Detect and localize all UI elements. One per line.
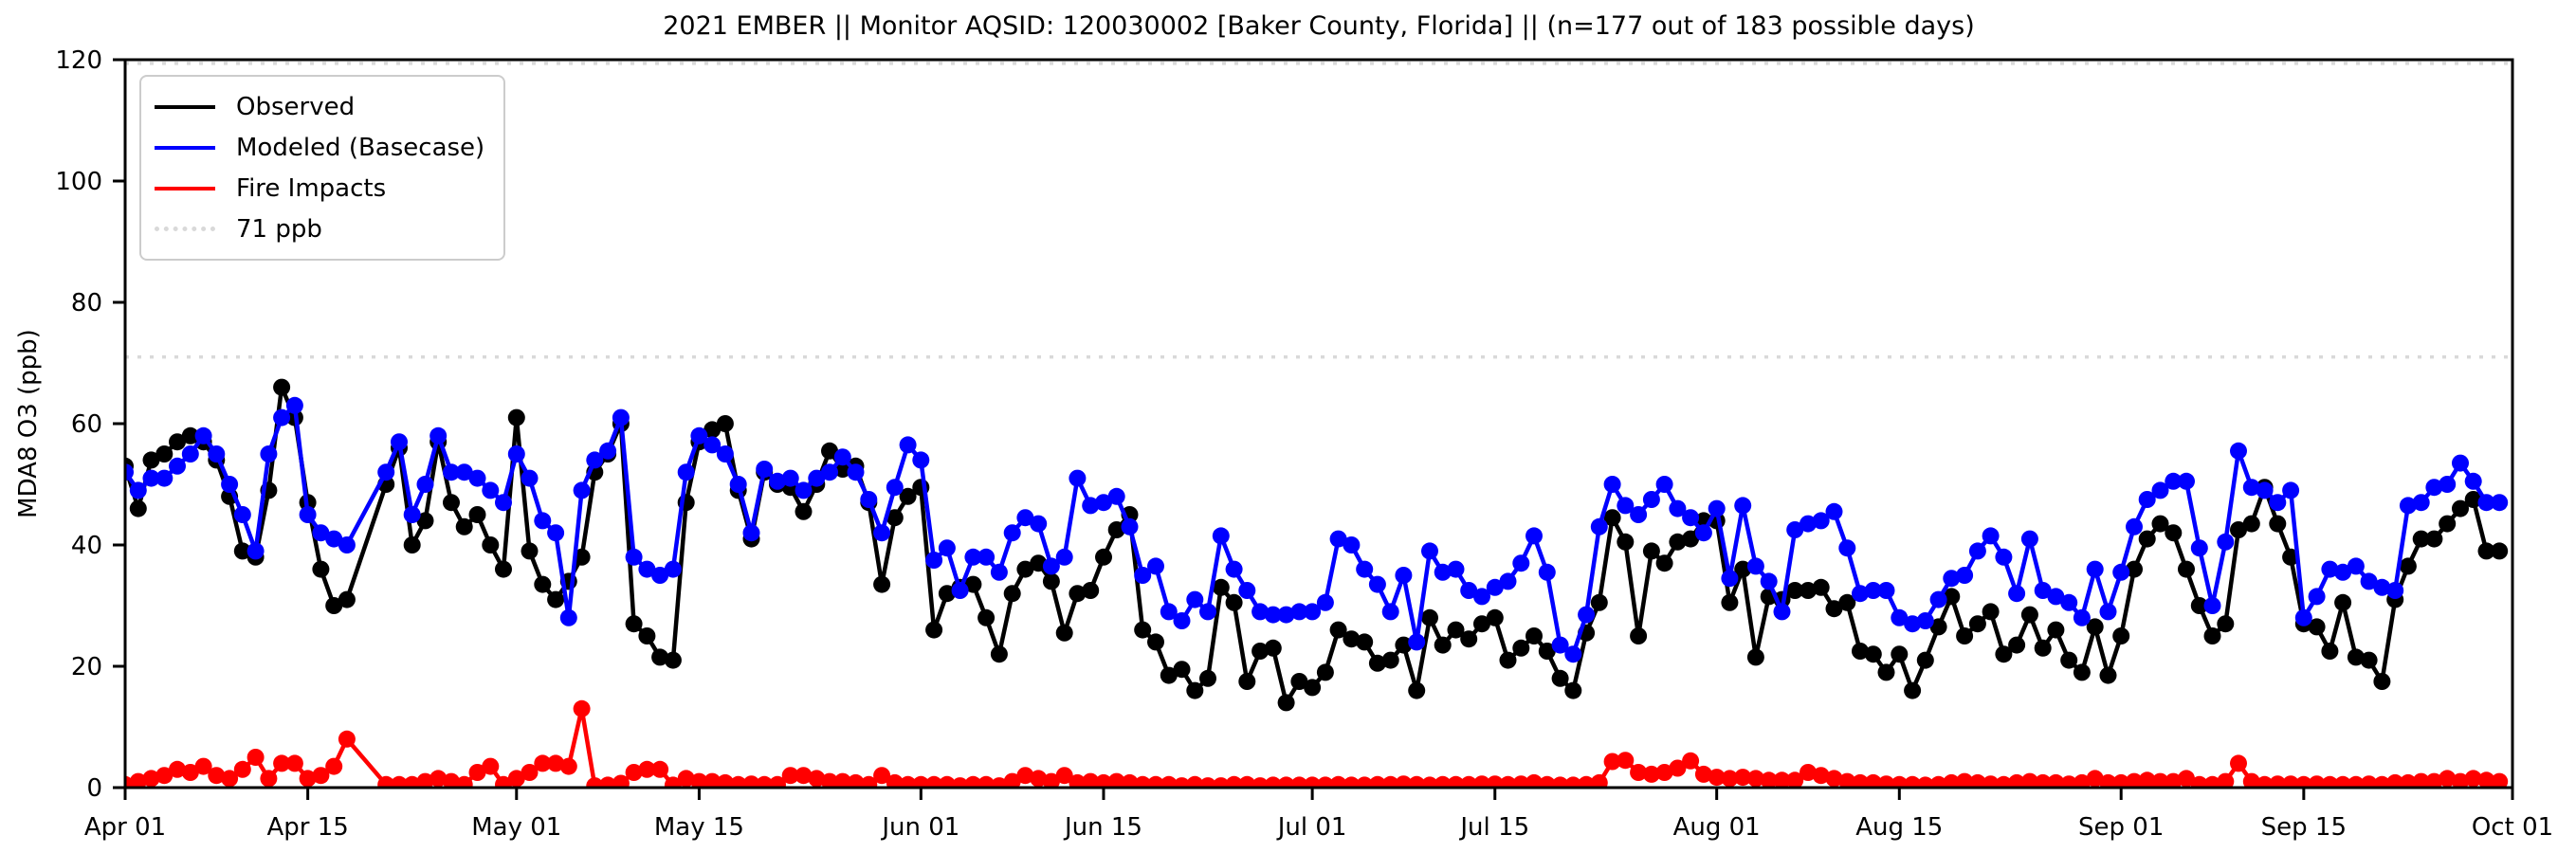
- svg-text:120: 120: [55, 46, 102, 75]
- svg-text:Aug 15: Aug 15: [1855, 813, 1943, 842]
- svg-text:May 01: May 01: [471, 813, 561, 842]
- svg-text:Sep 15: Sep 15: [2261, 813, 2347, 842]
- series-observed: [125, 378, 2509, 712]
- svg-text:Apr 15: Apr 15: [266, 813, 348, 842]
- svg-text:100: 100: [55, 168, 102, 196]
- svg-text:Jun 01: Jun 01: [880, 813, 959, 842]
- legend-label-modeled: Modeled (Basecase): [236, 133, 485, 162]
- legend-item-modeled: Modeled (Basecase): [155, 127, 488, 168]
- legend-line-observed: [155, 104, 215, 109]
- legend-line-threshold: [155, 227, 215, 231]
- svg-text:40: 40: [71, 532, 102, 560]
- svg-text:Oct 01: Oct 01: [2472, 813, 2553, 842]
- legend-line-modeled: [155, 145, 215, 150]
- series-fire-impacts: [125, 699, 2509, 788]
- svg-text:Jun 15: Jun 15: [1063, 813, 1142, 842]
- y-axis: 0 20 40 60 80 100 120: [55, 46, 125, 803]
- chart-title: 2021 EMBER || Monitor AQSID: 120030002 […: [663, 11, 1975, 41]
- legend-label-observed: Observed: [236, 92, 356, 121]
- legend-item-observed: Observed: [155, 86, 488, 127]
- svg-text:80: 80: [71, 289, 102, 318]
- svg-text:Apr 01: Apr 01: [84, 813, 166, 842]
- legend-label-fire: Fire Impacts: [236, 173, 387, 203]
- legend-label-threshold: 71 ppb: [236, 214, 322, 244]
- legend-item-threshold: 71 ppb: [155, 209, 488, 249]
- svg-text:Jul 01: Jul 01: [1276, 813, 1347, 842]
- legend-line-fire: [155, 186, 215, 191]
- svg-text:May 15: May 15: [654, 813, 744, 842]
- svg-text:0: 0: [86, 774, 102, 803]
- svg-text:60: 60: [71, 410, 102, 439]
- series-modeled-basecase: [125, 396, 2509, 663]
- legend: Observed Modeled (Basecase) Fire Impacts…: [139, 75, 505, 261]
- svg-text:Aug 01: Aug 01: [1673, 813, 1761, 842]
- svg-text:Jul 15: Jul 15: [1458, 813, 1529, 842]
- x-axis: Apr 01 Apr 15 May 01 May 15 Jun 01 Jun 15 Jul …: [84, 788, 2553, 842]
- legend-item-fire: Fire Impacts: [155, 168, 488, 209]
- svg-text:Sep 01: Sep 01: [2078, 813, 2164, 842]
- svg-text:20: 20: [71, 653, 102, 681]
